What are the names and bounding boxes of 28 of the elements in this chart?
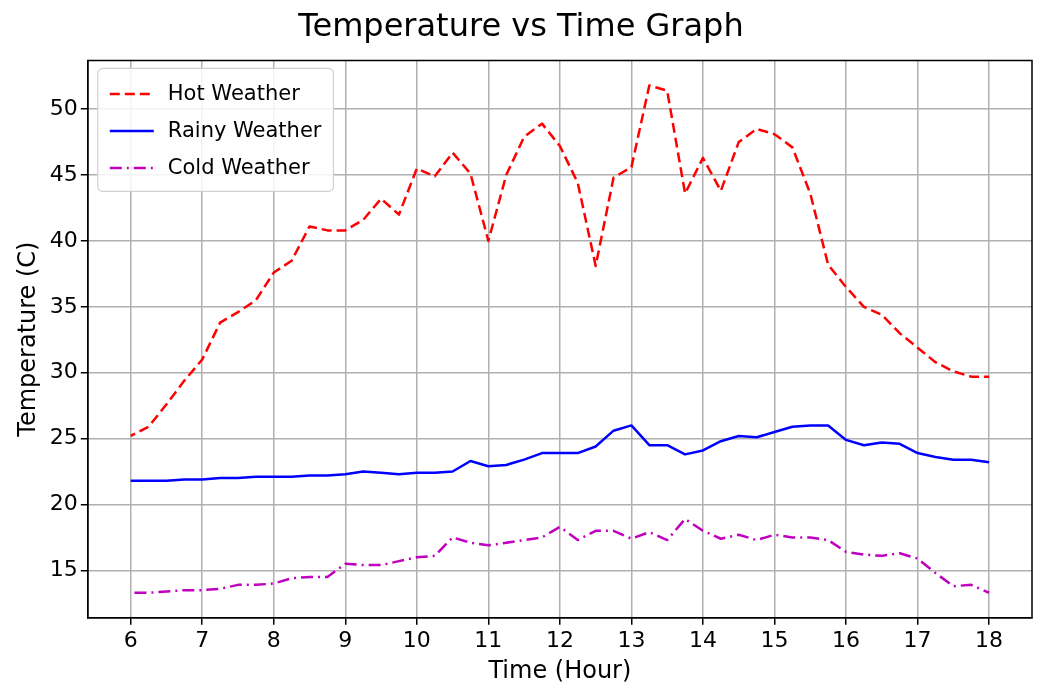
x-tick-label: 7 [195,626,210,652]
legend-label: Rainy Weather [167,117,322,142]
y-tick-label: 35 [49,292,78,318]
y-tick-label: 15 [49,556,78,582]
x-axis-title: Time (Hour) [487,655,632,684]
y-tick-label: 30 [49,358,78,384]
x-tick-label: 14 [688,626,717,652]
x-tick-label: 9 [338,626,353,652]
x-tick-label: 17 [903,626,932,652]
x-tick-label: 16 [832,626,861,652]
x-tick-label: 15 [760,626,789,652]
x-tick-label: 10 [402,626,431,652]
y-tick-label: 50 [49,94,78,120]
x-tick-label: 13 [617,626,646,652]
y-tick-label: 20 [49,490,78,516]
x-tick-label: 11 [474,626,503,652]
x-tick-label: 6 [123,626,138,652]
x-tick-label: 12 [545,626,574,652]
line-series [129,84,991,438]
chart-title: Temperature vs Time Graph [297,5,744,44]
y-tick-label: 25 [49,424,78,450]
legend-label: Cold Weather [167,154,310,179]
y-tick-label: 40 [49,226,78,252]
x-tick-label: 8 [266,626,281,652]
x-tick-label: 18 [975,626,1004,652]
y-tick-label: 45 [49,160,78,186]
legend-label: Hot Weather [167,80,301,105]
y-axis-title: Temperature (C) [12,241,41,438]
